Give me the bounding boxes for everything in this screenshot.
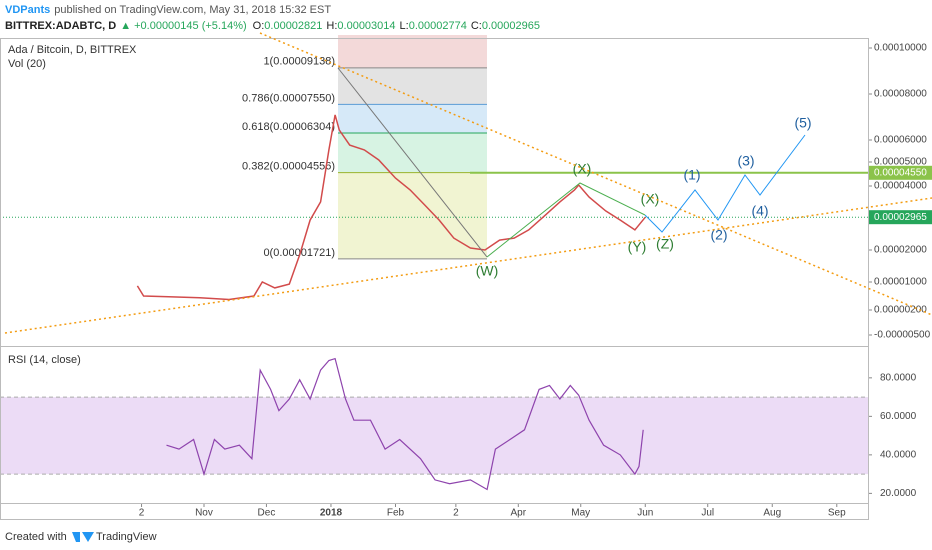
x-tick-label: Aug — [763, 508, 781, 519]
fib-label: 0.786(0.00007550) — [242, 92, 335, 104]
wave-label: (W) — [476, 263, 499, 279]
ohlc-value: 0.00002774 — [409, 20, 467, 32]
published: published on TradingView.com, May 31, 20… — [54, 4, 331, 16]
ohlc-label: L: — [400, 20, 409, 32]
y-tick-label: 0.00001000 — [874, 277, 927, 288]
rsi-line — [166, 357, 644, 491]
fib-label: 0.382(0.00004556) — [242, 161, 335, 173]
price-tag — [868, 165, 932, 180]
y-tick-label: 0.00000200 — [874, 305, 927, 316]
ohlc-value: 0.00002821 — [264, 20, 322, 32]
wave-label: (Z) — [656, 236, 674, 252]
fib-zone — [338, 104, 487, 134]
symbol: BITTREX:ADABTC, D — [5, 20, 116, 32]
y-tick-label: 40.0000 — [880, 450, 917, 461]
price-tag — [868, 210, 932, 225]
x-tick-label: 2018 — [320, 508, 343, 519]
x-tick-label: Feb — [387, 508, 405, 519]
wave-label: (Y) — [628, 239, 647, 255]
y-tick-label: 0.00008000 — [874, 89, 927, 100]
rsi-title: RSI (14, close) — [8, 354, 81, 366]
fib-zone — [338, 172, 487, 259]
ohlc-value: 0.00003014 — [337, 20, 395, 32]
rsi-band — [0, 397, 868, 475]
y-tick-label: 0.00005000 — [874, 157, 927, 168]
ohlc-label: H: — [326, 20, 337, 32]
fib-label: 0(0.00001721) — [263, 247, 335, 259]
fib-zone — [338, 133, 487, 173]
chart-title: Ada / Bitcoin, D, BITTREX — [8, 44, 137, 56]
wave-label: (X) — [641, 191, 660, 207]
x-tick-label: Sep — [828, 508, 846, 519]
x-tick-label: Dec — [258, 508, 276, 519]
y-tick-label: 20.0000 — [880, 488, 917, 499]
y-tick-label: 0.00006000 — [874, 135, 927, 146]
chart-frame — [0, 38, 869, 520]
x-tick-label: May — [571, 508, 590, 519]
y-tick-label: -0.00000500 — [874, 330, 931, 341]
change: +0.00000145 (+5.14%) — [134, 20, 247, 32]
y-tick-label: 0.00002000 — [874, 245, 927, 256]
x-tick-label: Nov — [195, 508, 213, 519]
x-tick-label: Jun — [637, 508, 653, 519]
y-tick-label: 60.0000 — [880, 411, 917, 422]
trendline-lower — [4, 197, 932, 334]
chart-layer: Ada / Bitcoin, D, BITTREX Vol (20) 0.00010… — [0, 35, 932, 519]
footer-created: Created with — [5, 531, 67, 543]
fib-label: 0.618(0.00006304) — [242, 121, 335, 133]
wave-label: (3) — [737, 153, 754, 169]
price-tag-label: 0.00004550 — [874, 167, 927, 178]
y-tick-label: 0.00004000 — [874, 181, 927, 192]
author[interactable]: VDPants — [5, 4, 50, 16]
x-tick-label: Jul — [701, 508, 714, 519]
wave-path — [486, 182, 646, 258]
wave-label: (X) — [573, 161, 592, 177]
fib-zone — [338, 67, 487, 105]
change-arrow: ▲ — [120, 20, 131, 32]
wave-label: (5) — [794, 115, 811, 131]
fib-zone — [338, 35, 487, 68]
y-tick-label: 80.0000 — [880, 372, 917, 383]
projected-wave — [644, 134, 806, 233]
logo — [72, 532, 94, 542]
header-line1: VDPants published on TradingView.com, May… — [5, 4, 331, 16]
x-tick-label: Apr — [511, 508, 527, 519]
ohlc-label: C: — [471, 20, 482, 32]
wave-label: (2) — [710, 227, 727, 243]
wave-label: (1) — [683, 167, 700, 183]
price-tag-label: 0.00002965 — [874, 212, 927, 223]
ohlc-value: 0.00002965 — [482, 20, 540, 32]
y-tick-label: 0.00010000 — [874, 43, 927, 54]
ohlc-label: O: — [253, 20, 265, 32]
wave-label: (4) — [751, 203, 768, 219]
header-line2: BITTREX:ADABTC, D ▲ +0.00000145 (+5.14%) O:… — [5, 20, 540, 32]
trendline-upper — [259, 32, 932, 316]
fib-diagonal — [337, 67, 488, 258]
x-tick-label: 2 — [453, 508, 459, 519]
volume-label: Vol (20) — [8, 58, 46, 70]
x-tick-label: 2 — [139, 508, 145, 519]
price-line-series — [136, 114, 646, 301]
fib-label: 1(0.00009138) — [263, 56, 335, 68]
footer-brand[interactable]: TradingView — [96, 531, 157, 543]
